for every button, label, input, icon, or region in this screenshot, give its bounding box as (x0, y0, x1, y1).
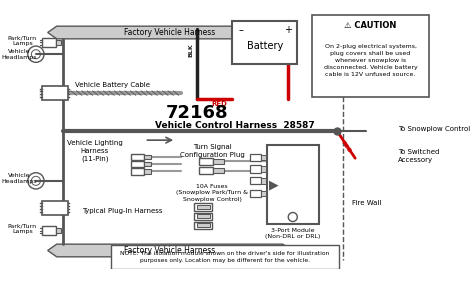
Text: +: + (284, 25, 292, 35)
Text: To Snowplow Control: To Snowplow Control (398, 126, 470, 132)
Text: Fire Wall: Fire Wall (353, 200, 382, 207)
Bar (144, 169, 151, 173)
Bar (232, 21, 297, 64)
Text: Factory Vehicle Harness: Factory Vehicle Harness (124, 246, 215, 255)
Text: Vehicle Battery Cable: Vehicle Battery Cable (75, 82, 150, 88)
Bar (250, 177, 261, 185)
Text: Vehicle Lighting
Harness
(11-Pin): Vehicle Lighting Harness (11-Pin) (67, 140, 123, 162)
Text: On 2-plug electrical systems,
plug covers shall be used
whenever snowplow is
dis: On 2-plug electrical systems, plug cover… (324, 44, 418, 77)
Text: –: – (239, 25, 244, 35)
Text: 3-Port Module
(Non-DRL or DRL): 3-Port Module (Non-DRL or DRL) (265, 228, 320, 239)
Bar (261, 166, 265, 172)
Bar (197, 223, 210, 227)
Bar (250, 190, 261, 197)
Polygon shape (48, 26, 292, 39)
Text: Park/Turn
Lamps: Park/Turn Lamps (8, 223, 37, 234)
Bar (199, 167, 213, 173)
Bar (194, 203, 212, 211)
Bar (131, 168, 144, 175)
Bar (56, 40, 61, 45)
Bar (42, 226, 56, 235)
Text: Vehicle Control Harness  28587: Vehicle Control Harness 28587 (155, 121, 315, 130)
Text: Vehicle
Headlamps: Vehicle Headlamps (1, 49, 36, 60)
Text: Battery: Battery (246, 41, 283, 51)
Bar (261, 155, 265, 160)
Text: Park/Turn
Lamps: Park/Turn Lamps (8, 35, 37, 46)
Bar (213, 159, 224, 164)
Bar (42, 201, 68, 215)
Bar (199, 158, 213, 164)
Text: Vehicle
Headlamps: Vehicle Headlamps (1, 173, 36, 184)
Text: ▶: ▶ (269, 178, 279, 191)
Text: Factory Vehicle Harness: Factory Vehicle Harness (124, 28, 215, 37)
Bar (261, 178, 265, 184)
Text: To Switched
Accessory: To Switched Accessory (398, 149, 439, 163)
Text: ⚠ CAUTION: ⚠ CAUTION (345, 21, 397, 30)
Text: BLK: BLK (188, 43, 193, 57)
Bar (261, 191, 265, 196)
Text: RED: RED (211, 101, 228, 107)
Bar (111, 245, 339, 269)
Text: RED: RED (340, 140, 352, 155)
Bar (197, 214, 210, 218)
Text: 72168: 72168 (165, 104, 228, 122)
Bar (197, 205, 210, 209)
Bar (131, 154, 144, 160)
Bar (194, 222, 212, 229)
Bar (194, 213, 212, 220)
Bar (250, 154, 261, 161)
Bar (144, 162, 151, 166)
Bar (42, 86, 68, 100)
Polygon shape (48, 244, 292, 257)
Text: Turn Signal
Configuration Plug: Turn Signal Configuration Plug (180, 144, 245, 158)
Bar (144, 155, 151, 159)
Bar (250, 166, 261, 173)
Bar (266, 145, 319, 224)
Text: NOTE: The isolation module shown on the driver's side for illustration
purposes : NOTE: The isolation module shown on the … (120, 251, 329, 263)
Text: Typical Plug-In Harness: Typical Plug-In Harness (82, 208, 162, 214)
Text: 10A Fuses
(Snowplow Park/Turn &
Snowplow Control): 10A Fuses (Snowplow Park/Turn & Snowplow… (176, 183, 248, 202)
Bar (213, 168, 224, 173)
Bar (131, 161, 144, 167)
Bar (42, 38, 56, 47)
Bar (312, 15, 429, 97)
Bar (56, 228, 61, 233)
